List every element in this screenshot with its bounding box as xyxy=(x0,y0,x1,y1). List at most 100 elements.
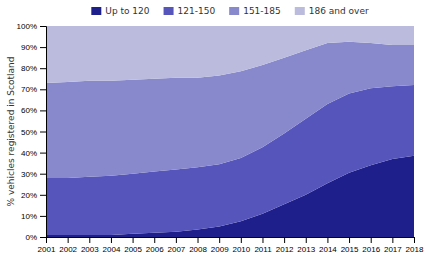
y-tick-mark xyxy=(40,26,46,27)
y-tick-label: 30% xyxy=(21,170,37,179)
y-tick-mark xyxy=(40,195,46,196)
x-tick-label: 2008 xyxy=(189,245,207,254)
x-tick-mark xyxy=(349,237,350,243)
legend-label: 186 and over xyxy=(309,6,369,16)
x-tick-mark xyxy=(219,237,220,243)
x-tick-mark xyxy=(154,237,155,243)
x-tick-mark xyxy=(392,237,393,243)
x-tick: 2016 xyxy=(362,237,380,254)
x-tick-label: 2003 xyxy=(81,245,99,254)
x-tick-label: 2004 xyxy=(103,245,121,254)
x-tick: 2004 xyxy=(103,237,121,254)
y-tick-label: 60% xyxy=(21,106,37,115)
y-axis: 0% 10% 20% 30% 40% 50% 60% 70% 80% 90% 100% xyxy=(17,22,47,242)
legend-swatch xyxy=(295,7,305,15)
y-tick-mark xyxy=(40,68,46,69)
x-tick: 2008 xyxy=(189,237,207,254)
x-tick-mark xyxy=(262,237,263,243)
x-tick-label: 2001 xyxy=(38,245,56,254)
x-axis-line xyxy=(47,238,415,244)
y-tick-label: 80% xyxy=(21,64,37,73)
x-tick-label: 2013 xyxy=(297,245,315,254)
x-tick-label: 2005 xyxy=(124,245,142,254)
x-tick-label: 2017 xyxy=(384,245,402,254)
x-tick: 2001 xyxy=(38,237,56,254)
y-tick-mark xyxy=(40,237,46,238)
y-tick-label: 40% xyxy=(21,149,37,158)
y-tick: 100% xyxy=(17,22,46,31)
x-tick-mark xyxy=(241,237,242,243)
y-tick-label: 20% xyxy=(21,191,37,200)
y-tick-mark xyxy=(40,89,46,90)
y-tick: 60% xyxy=(21,106,46,115)
y-tick: 90% xyxy=(21,43,46,52)
y-tick-label: 70% xyxy=(21,85,37,94)
y-tick-mark xyxy=(40,132,46,133)
y-tick-label: 50% xyxy=(21,128,37,137)
x-tick-label: 2018 xyxy=(406,245,424,254)
x-tick-label: 2016 xyxy=(362,245,380,254)
legend-item: 151-185 xyxy=(229,6,281,16)
y-tick: 0% xyxy=(25,233,46,242)
y-tick-mark xyxy=(40,47,46,48)
y-tick-label: 100% xyxy=(17,22,37,31)
x-tick: 2010 xyxy=(232,237,250,254)
x-tick: 2017 xyxy=(384,237,402,254)
x-tick: 2009 xyxy=(211,237,229,254)
x-tick: 2013 xyxy=(297,237,315,254)
area xyxy=(46,26,414,83)
x-tick-mark xyxy=(414,237,415,243)
x-tick-mark xyxy=(371,237,372,243)
y-tick: 10% xyxy=(21,212,46,221)
legend-label: Up to 120 xyxy=(105,6,150,16)
y-axis-line xyxy=(40,27,47,238)
x-tick-label: 2007 xyxy=(167,245,185,254)
y-tick-mark xyxy=(40,153,46,154)
x-tick: 2014 xyxy=(319,237,337,254)
y-tick: 20% xyxy=(21,191,46,200)
x-tick-mark xyxy=(111,237,112,243)
x-tick: 2003 xyxy=(81,237,99,254)
legend-item: 121-150 xyxy=(164,6,216,16)
y-axis-label: % vehicles registered in Scotland xyxy=(6,57,16,207)
x-tick-label: 2006 xyxy=(146,245,164,254)
x-tick-label: 2002 xyxy=(59,245,77,254)
legend-item: 186 and over xyxy=(295,6,369,16)
y-tick-label: 0% xyxy=(25,233,37,242)
legend-item: Up to 120 xyxy=(91,6,150,16)
areas xyxy=(46,26,414,237)
x-tick-mark xyxy=(176,237,177,243)
y-tick-mark xyxy=(40,110,46,111)
x-tick-mark xyxy=(198,237,199,243)
x-tick-mark xyxy=(133,237,134,243)
legend-swatch xyxy=(91,7,101,15)
y-tick: 80% xyxy=(21,64,46,73)
x-tick-mark xyxy=(306,237,307,243)
x-tick: 2006 xyxy=(146,237,164,254)
x-tick-label: 2011 xyxy=(254,245,272,254)
x-axis: 20012002 2003 20042005 20062007 2008 20092010… xyxy=(38,237,424,254)
legend-swatch xyxy=(229,7,239,15)
legend: Up to 120 121-150 151-185 186 and over xyxy=(91,6,369,16)
x-tick: 2015 xyxy=(341,237,359,254)
y-tick: 30% xyxy=(21,170,46,179)
x-tick: 2011 xyxy=(254,237,272,254)
x-tick: 2018 xyxy=(406,237,424,254)
legend-swatch xyxy=(164,7,174,15)
x-tick-label: 2010 xyxy=(232,245,250,254)
x-tick: 2002 xyxy=(59,237,77,254)
x-tick-label: 2012 xyxy=(276,245,294,254)
chart: 20012002 2003 20042005 20062007 2008 20092010… xyxy=(0,0,428,259)
x-tick-label: 2009 xyxy=(211,245,229,254)
y-tick-mark xyxy=(40,174,46,175)
x-tick-mark xyxy=(327,237,328,243)
x-tick: 2007 xyxy=(167,237,185,254)
y-tick: 40% xyxy=(21,149,46,158)
y-tick-label: 90% xyxy=(21,43,37,52)
legend-label: 151-185 xyxy=(243,6,281,16)
x-tick-mark xyxy=(89,237,90,243)
y-tick-mark xyxy=(40,216,46,217)
y-tick-label: 10% xyxy=(21,212,37,221)
x-tick-mark xyxy=(284,237,285,243)
y-tick: 50% xyxy=(21,128,46,137)
